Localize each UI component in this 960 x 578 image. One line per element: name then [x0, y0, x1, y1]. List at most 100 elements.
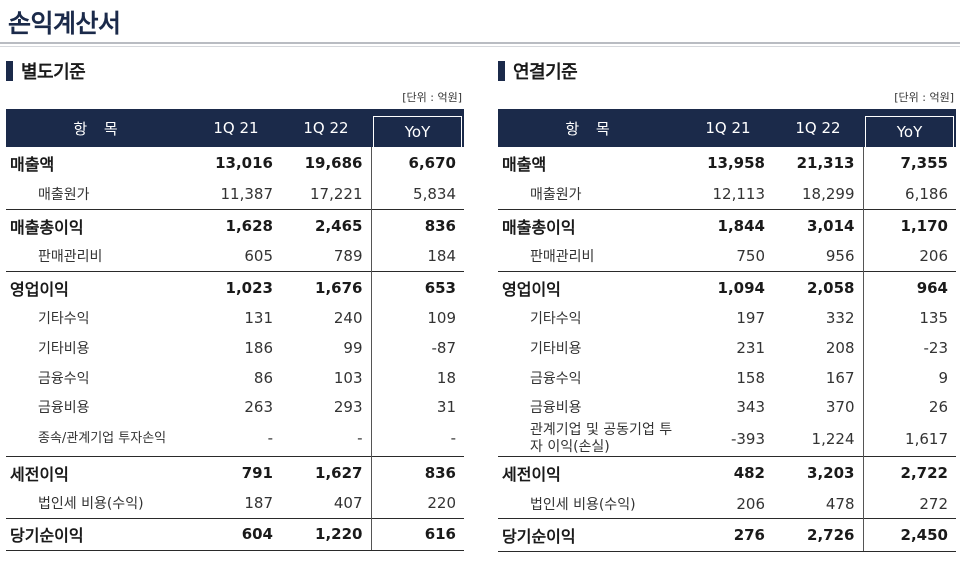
value-1q21: 276: [683, 518, 773, 552]
row-label: 판매관리비: [38, 249, 103, 266]
row-label: 매출원가: [530, 187, 582, 204]
value-1q21: 131: [244, 309, 273, 328]
value-1q21: 187: [244, 494, 273, 513]
value-yoy: 9: [862, 362, 956, 393]
value-yoy: 1,617: [862, 422, 956, 457]
value-yoy: 6,670: [370, 147, 464, 180]
page-title: 손익계산서: [8, 9, 121, 38]
table-row: 영업이익 1,094 2,058 964: [498, 270, 956, 304]
value-1q22: 293: [333, 398, 363, 417]
table-row: 판매관리비 605 789 184: [6, 241, 464, 272]
value-1q21: 791: [191, 455, 281, 489]
value-1q22: 240: [333, 309, 363, 328]
table-header-row: 항 목 1Q 21 1Q 22 YoY: [498, 109, 956, 147]
value-yoy: 836: [370, 208, 464, 242]
value-yoy: -: [370, 422, 464, 457]
value-yoy: 653: [370, 270, 464, 304]
table-row: 종속/관계기업 투자손익 - - -: [6, 422, 464, 457]
value-yoy: 220: [370, 488, 464, 519]
value-yoy: 2,450: [862, 518, 956, 552]
value-1q21: 231: [736, 339, 765, 358]
value-1q22: 167: [825, 368, 855, 387]
value-1q21: 206: [736, 494, 765, 513]
value-1q21: 263: [244, 398, 273, 417]
value-1q21: 86: [253, 368, 273, 387]
row-label: 당기순이익: [498, 518, 683, 552]
table-row: 매출총이익 1,844 3,014 1,170: [498, 208, 956, 242]
value-1q22: 370: [825, 398, 855, 417]
section-marker: [6, 61, 13, 81]
value-yoy: 964: [862, 270, 956, 304]
value-1q22: 208: [825, 339, 855, 358]
table-row: 법인세 비용(수익) 206 478 272: [498, 489, 956, 519]
table-row: 영업이익 1,023 1,676 653: [6, 270, 464, 304]
value-yoy: 616: [370, 517, 464, 552]
table-row: 금융비용 343 370 26: [498, 392, 956, 423]
value-yoy: 135: [862, 303, 956, 334]
value-1q22: 19,686: [304, 154, 363, 173]
header-item: 항 목: [6, 109, 191, 147]
row-label: 종속/관계기업 투자손익: [38, 431, 167, 447]
value-1q22: 1,220: [281, 517, 371, 552]
title-divider-secondary: [0, 46, 960, 47]
row-label: 법인세 비용(수익): [38, 496, 144, 513]
value-1q21: 13,016: [215, 154, 273, 173]
value-1q22: 1,627: [281, 455, 371, 489]
header-item: 항 목: [498, 109, 683, 147]
consolidated-basis-panel: 연결기준 [단위 : 억원] 항 목 1Q 21 1Q 22 YoY 매출액 1…: [498, 58, 956, 552]
table-row: 금융비용 263 293 31: [6, 392, 464, 423]
value-1q22: 99: [343, 339, 363, 358]
header-1q22: 1Q 22: [281, 109, 371, 147]
row-label: 법인세 비용(수익): [530, 496, 636, 513]
value-1q21: 1,628: [191, 208, 281, 242]
value-1q21: 1,844: [683, 208, 773, 242]
value-1q21: 343: [736, 398, 765, 417]
table-row: 금융수익 158 167 9: [498, 362, 956, 393]
value-1q21: 13,958: [707, 154, 765, 173]
header-1q21: 1Q 21: [191, 109, 281, 147]
value-1q21: 750: [736, 247, 765, 266]
header-1q22: 1Q 22: [773, 109, 863, 147]
value-yoy: 2,722: [862, 456, 956, 490]
value-yoy: -87: [370, 333, 464, 363]
row-label: 기타비용: [530, 341, 582, 358]
value-yoy: 109: [370, 303, 464, 334]
value-1q22: 3,014: [773, 208, 863, 242]
table-row: 매출총이익 1,628 2,465 836: [6, 208, 464, 242]
section-title: 별도기준: [21, 62, 86, 83]
value-yoy: 1,170: [862, 208, 956, 242]
header-yoy: YoY: [863, 109, 956, 147]
value-1q22: 956: [825, 247, 855, 266]
value-yoy: 7,355: [862, 147, 956, 180]
value-yoy: 26: [862, 392, 956, 423]
unit-note: [단위 : 억원]: [894, 91, 954, 104]
table-row: 기타비용 186 99 -87: [6, 333, 464, 363]
header-1q21: 1Q 21: [683, 109, 773, 147]
table-row: 법인세 비용(수익) 187 407 220: [6, 488, 464, 519]
value-1q21: 1,023: [191, 270, 281, 304]
value-yoy: 31: [370, 392, 464, 423]
table-row: 기타수익 197 332 135: [498, 303, 956, 334]
value-1q21: 605: [244, 247, 273, 266]
header-yoy: YoY: [371, 109, 464, 147]
table-row: 매출원가 12,113 18,299 6,186: [498, 179, 956, 210]
table-row: 기타수익 131 240 109: [6, 303, 464, 334]
unit-note: [단위 : 억원]: [402, 91, 462, 104]
row-label: 금융비용: [38, 400, 90, 417]
title-divider: [0, 42, 960, 44]
value-yoy: 5,834: [370, 179, 464, 210]
row-label: 매출액: [10, 155, 55, 175]
table-row: 매출액 13,016 19,686 6,670: [6, 147, 464, 180]
separate-basis-panel: 별도기준 [단위 : 억원] 항 목 1Q 21 1Q 22 YoY 매출액 1…: [6, 58, 464, 552]
value-1q21: 186: [244, 339, 273, 358]
value-yoy: 184: [370, 241, 464, 272]
value-yoy: 18: [370, 362, 464, 393]
table-row: 당기순이익 604 1,220 616: [6, 517, 464, 552]
value-1q21: 1,094: [683, 270, 773, 304]
value-1q22: 17,221: [310, 185, 363, 204]
table-row: 관계기업 및 공동기업 투자 이익(손실) -393 1,224 1,617: [498, 422, 956, 457]
row-label: 매출원가: [38, 187, 90, 204]
row-label: 영업이익: [498, 270, 683, 304]
value-1q21: 604: [191, 517, 281, 552]
value-yoy: 6,186: [862, 179, 956, 210]
